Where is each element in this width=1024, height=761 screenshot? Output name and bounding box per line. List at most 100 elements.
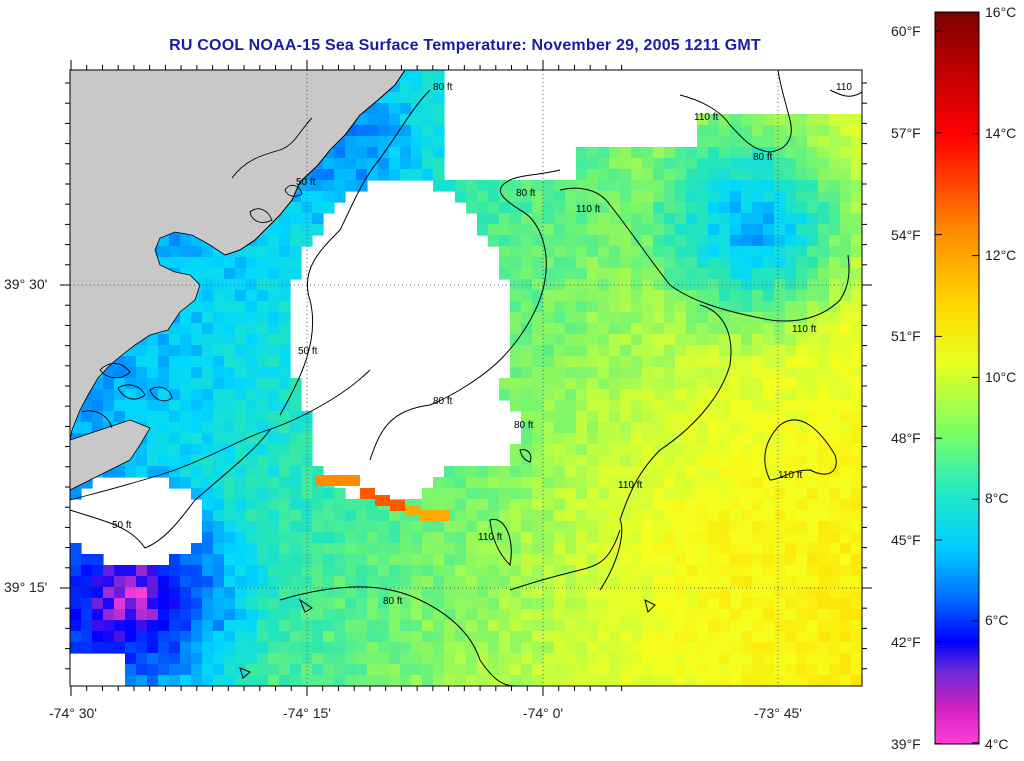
- sst-cell: [180, 444, 192, 456]
- sst-cell: [532, 444, 544, 456]
- sst-cell: [191, 653, 203, 665]
- sst-cell: [697, 147, 709, 159]
- sst-cell: [741, 620, 753, 632]
- sst-cell: [763, 653, 775, 665]
- sst-cell: [620, 334, 632, 346]
- sst-cell: [818, 125, 830, 137]
- sst-cell: [818, 312, 830, 324]
- sst-cell: [554, 312, 566, 324]
- sst-cell: [763, 532, 775, 544]
- sst-cell: [565, 345, 577, 357]
- sst-cell: [554, 598, 566, 610]
- sst-cell: [224, 598, 236, 610]
- sst-cell: [433, 70, 445, 82]
- sst-cell: [532, 279, 544, 291]
- sst-cell: [510, 444, 522, 456]
- sst-cell: [785, 213, 797, 225]
- sst-cell: [807, 378, 819, 390]
- sst-cell: [290, 664, 302, 676]
- sst-cell: [312, 521, 324, 533]
- sst-cell: [312, 554, 324, 566]
- sst-cell: [180, 477, 192, 489]
- sst-cell: [345, 598, 357, 610]
- sst-cell: [576, 587, 588, 599]
- sst-cell: [334, 631, 346, 643]
- sst-cell: [653, 334, 665, 346]
- sst-cell: [499, 213, 511, 225]
- sst-cell: [697, 125, 709, 137]
- sst-cell: [400, 642, 412, 654]
- sst-cell: [191, 444, 203, 456]
- sst-cell: [147, 433, 159, 445]
- sst-cell: [708, 334, 720, 346]
- sst-cell: [510, 213, 522, 225]
- sst-cell: [444, 180, 456, 192]
- sst-cell: [268, 400, 280, 412]
- sst-cell: [290, 246, 302, 258]
- sst-cell: [609, 169, 621, 181]
- sst-cell: [598, 587, 610, 599]
- sst-cell: [620, 246, 632, 258]
- sst-cell: [796, 378, 808, 390]
- sst-cell: [213, 510, 225, 522]
- sst-cell: [587, 345, 599, 357]
- sst-cell: [279, 565, 291, 577]
- sst-cell: [752, 114, 764, 126]
- sst-cell: [851, 136, 862, 148]
- sst-cell: [774, 400, 786, 412]
- sst-cell: [840, 598, 852, 610]
- sst-cell: [818, 554, 830, 566]
- sst-cell: [609, 400, 621, 412]
- sst-cell: [620, 631, 632, 643]
- sst-cell: [400, 653, 412, 665]
- sst-cell: [510, 378, 522, 390]
- sst-cell: [268, 224, 280, 236]
- sst-cell: [345, 521, 357, 533]
- sst-cell: [235, 499, 247, 511]
- sst-cell: [719, 576, 731, 588]
- sst-cell: [315, 475, 330, 486]
- sst-cell: [224, 444, 236, 456]
- sst-cell: [532, 378, 544, 390]
- sst-cell: [521, 224, 533, 236]
- sst-cell: [851, 554, 862, 566]
- sst-cell: [609, 290, 621, 302]
- sst-cell: [576, 367, 588, 379]
- sst-cell: [807, 169, 819, 181]
- sst-cell: [125, 400, 137, 412]
- sst-cell: [422, 609, 434, 621]
- sst-cell: [774, 334, 786, 346]
- sst-cell: [851, 290, 862, 302]
- sst-cell: [818, 510, 830, 522]
- sst-cell: [279, 235, 291, 247]
- sst-cell: [664, 367, 676, 379]
- sst-cell: [598, 609, 610, 621]
- sst-cell: [642, 279, 654, 291]
- sst-cell: [422, 114, 434, 126]
- sst-cell: [213, 598, 225, 610]
- sst-cell: [301, 510, 313, 522]
- sst-cell: [125, 367, 137, 379]
- sst-cell: [389, 554, 401, 566]
- sst-cell: [389, 92, 401, 104]
- sst-cell: [752, 609, 764, 621]
- sst-cell: [774, 345, 786, 357]
- sst-cell: [576, 521, 588, 533]
- sst-cell: [543, 466, 555, 478]
- sst-cell: [312, 466, 324, 478]
- sst-cell: [191, 378, 203, 390]
- sst-cell: [763, 499, 775, 511]
- sst-cell: [433, 521, 445, 533]
- sst-cell: [191, 389, 203, 401]
- sst-cell: [840, 169, 852, 181]
- sst-cell: [499, 565, 511, 577]
- sst-cell: [796, 543, 808, 555]
- sst-cell: [774, 312, 786, 324]
- sst-cell: [213, 499, 225, 511]
- sst-cell: [147, 411, 159, 423]
- sst-cell: [664, 587, 676, 599]
- sst-cell: [510, 400, 522, 412]
- sst-cell: [213, 268, 225, 280]
- sst-cell: [741, 653, 753, 665]
- sst-cell: [620, 455, 632, 467]
